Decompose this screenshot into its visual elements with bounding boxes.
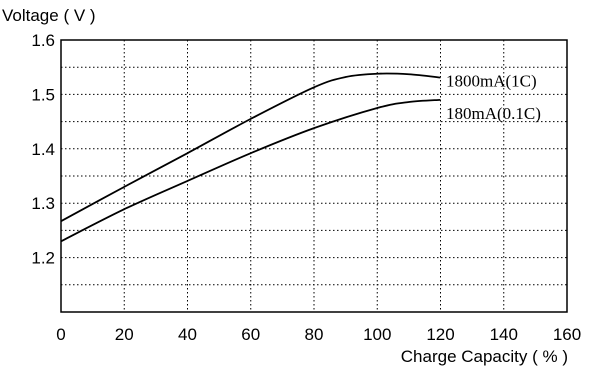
series-line: [60, 72, 441, 222]
y-tick-label: 1.5: [31, 85, 55, 104]
y-tick-label: 1.6: [31, 31, 55, 50]
y-axis-label: Voltage ( V ): [2, 6, 96, 25]
x-tick-label: 100: [363, 325, 391, 344]
series-labels: 1800mA(1C) 180mA(0.1C): [446, 72, 541, 123]
series-line: [60, 98, 441, 243]
series-lines: [60, 72, 441, 243]
plot-frame: [60, 39, 568, 313]
x-tick-labels: 0 20 40 60 80 100 120 140 160: [56, 325, 581, 344]
x-tick-label: 160: [553, 325, 581, 344]
x-tick-label: 40: [178, 325, 197, 344]
series-label: 1800mA(1C): [446, 72, 537, 91]
y-tick-label: 1.2: [31, 249, 55, 268]
grid-lines: [61, 40, 567, 312]
y-tick-label: 1.4: [31, 140, 55, 159]
x-tick-label: 80: [305, 325, 324, 344]
x-tick-label: 0: [56, 325, 65, 344]
y-tick-label: 1.3: [31, 194, 55, 213]
x-tick-label: 20: [115, 325, 134, 344]
series-label: 180mA(0.1C): [446, 104, 541, 123]
x-tick-label: 140: [490, 325, 518, 344]
x-tick-label: 120: [426, 325, 454, 344]
x-tick-label: 60: [241, 325, 260, 344]
y-tick-labels: 1.2 1.3 1.4 1.5 1.6: [31, 31, 55, 268]
x-axis-label: Charge Capacity ( % ): [401, 347, 568, 366]
